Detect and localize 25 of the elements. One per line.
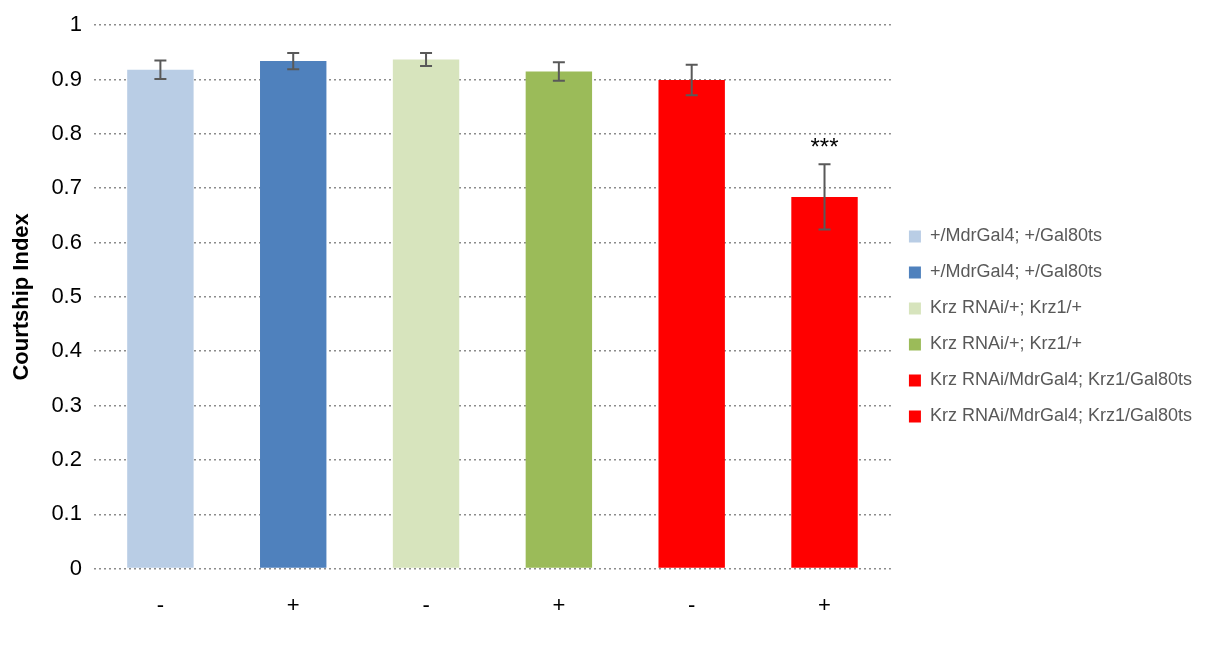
y-tick-label: 0.8 [51, 119, 82, 145]
y-tick-label: 0.3 [51, 391, 82, 417]
legend-label: Krz RNAi/+; Krz1/+ [929, 333, 1082, 354]
x-tick-label: + [818, 591, 831, 617]
x-tick-label: - [156, 591, 165, 617]
y-tick-label: 0.6 [51, 228, 82, 254]
y-tick-label: 0.1 [51, 500, 82, 526]
x-tick-label: + [286, 591, 300, 617]
x-tick-label: + [552, 591, 566, 617]
legend-label: Krz RNAi/MdrGal4; Krz1/Gal80ts [929, 405, 1193, 426]
y-axis-title: Courtship Index [8, 212, 34, 381]
legend-label: +/MdrGal4; +/Gal80ts [929, 261, 1103, 282]
y-tick-label: 0.7 [51, 174, 82, 200]
x-tick-label: - [688, 591, 696, 617]
y-tick-label: 0.9 [51, 65, 82, 91]
legend-label: Krz RNAi/MdrGal4; Krz1/Gal80ts [929, 369, 1193, 390]
y-tick-label: 0.4 [51, 337, 82, 363]
y-tick-label: 0.2 [51, 445, 82, 471]
y-tick-label: 0 [69, 554, 82, 580]
y-tick-label: 1 [69, 11, 82, 37]
annotation: *** [810, 132, 839, 160]
legend-label: Krz RNAi/+; Krz1/+ [929, 297, 1082, 318]
x-tick-label: - [422, 591, 430, 617]
legend-label: +/MdrGal4; +/Gal80ts [929, 225, 1103, 246]
y-tick-label: 0.5 [51, 282, 82, 308]
